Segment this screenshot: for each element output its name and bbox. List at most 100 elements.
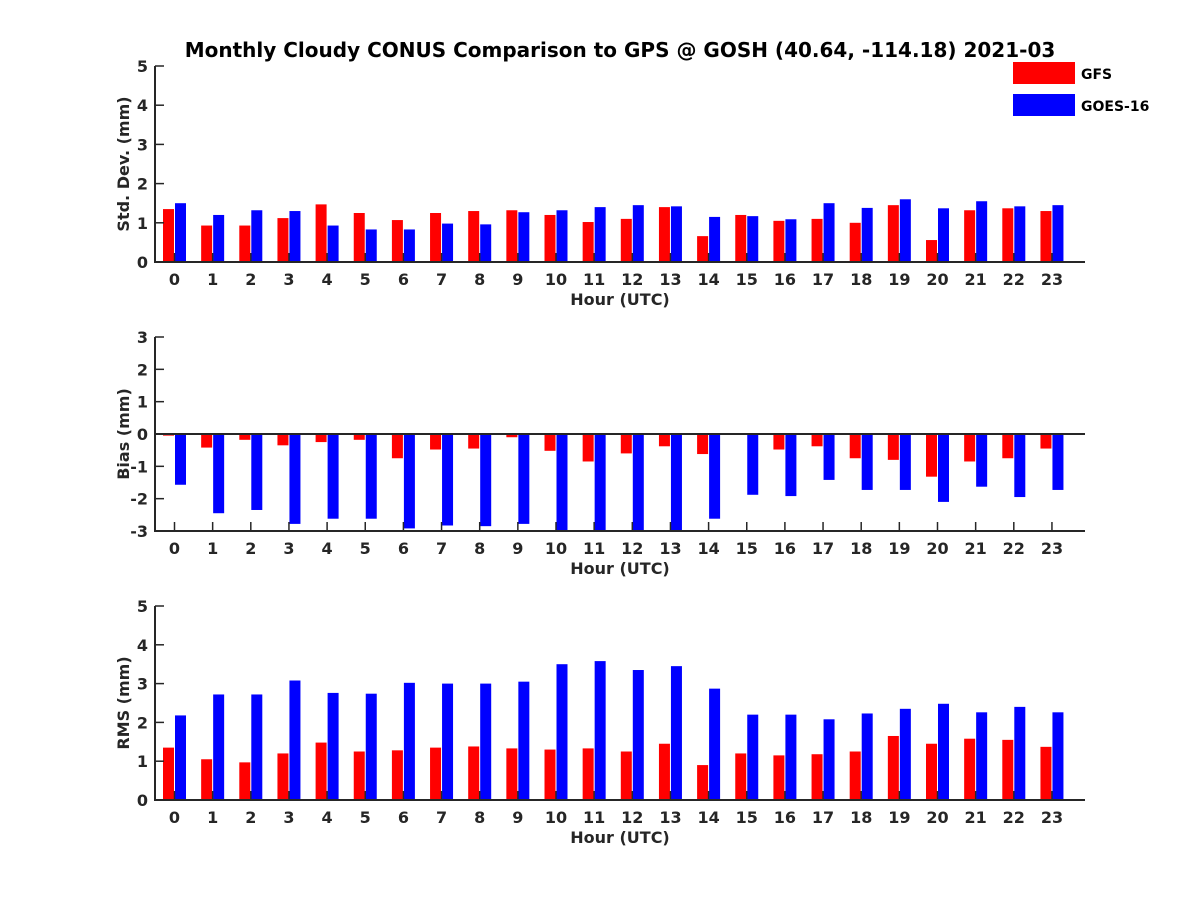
bias-y-tick-label: 3: [137, 328, 148, 347]
std-dev-bar-goes16-hour-9: [518, 212, 530, 262]
std-dev-x-tick-label: 4: [322, 270, 333, 289]
bias-bar-gfs-hour-19: [887, 434, 899, 460]
std-dev-y-tick-label: 3: [137, 135, 148, 154]
std-dev-x-tick-label: 21: [965, 270, 987, 289]
rms-x-tick-label: 7: [436, 808, 447, 827]
std-dev-bar-gfs-hour-21: [964, 210, 976, 262]
rms-x-tick-label: 9: [512, 808, 523, 827]
bias-y-tick-label: -2: [130, 490, 148, 509]
std-dev-bar-goes16-hour-19: [899, 199, 911, 262]
bias-x-tick-label: 8: [474, 539, 485, 558]
legend: GFS GOES-16: [1013, 62, 1149, 116]
bias-bar-goes16-hour-8: [480, 434, 492, 527]
std-dev-bar-goes16-hour-23: [1052, 205, 1064, 262]
std-dev-bar-goes16-hour-6: [403, 229, 415, 262]
bias-bar-gfs-hour-7: [430, 434, 442, 450]
std-dev-bar-gfs-hour-18: [849, 222, 861, 262]
bias-y-tick-label: 0: [137, 425, 148, 444]
std-dev-bar-gfs-hour-10: [544, 214, 556, 262]
bias-x-tick-label: 23: [1041, 539, 1063, 558]
rms-y-tick-label: 3: [137, 675, 148, 694]
std-dev-bar-goes16-hour-8: [480, 224, 492, 262]
std-dev-y-tick-label: 1: [137, 214, 148, 233]
rms-bar-goes16-hour-1: [213, 694, 225, 800]
bias-bar-gfs-hour-10: [544, 434, 556, 451]
std-dev-bar-gfs-hour-16: [773, 220, 785, 262]
rms-bar-goes16-hour-18: [861, 713, 873, 800]
rms-bar-gfs-hour-11: [582, 748, 594, 800]
rms-bar-gfs-hour-2: [239, 762, 251, 800]
rms-bar-gfs-hour-13: [658, 743, 670, 800]
rms-bar-gfs-hour-10: [544, 749, 556, 800]
bias-bar-goes16-hour-19: [899, 434, 911, 490]
bias-bar-goes16-hour-0: [175, 434, 186, 485]
std-dev-bar-goes16-hour-14: [709, 216, 721, 262]
std-dev-x-tick-label: 16: [774, 270, 796, 289]
std-dev-x-tick-label: 11: [583, 270, 605, 289]
bias-x-tick-label: 15: [736, 539, 758, 558]
bias-bar-goes16-hour-9: [518, 434, 530, 524]
bias-bar-gfs-hour-14: [697, 434, 709, 455]
std-dev-y-tick-label: 2: [137, 175, 148, 194]
rms-x-tick-label: 18: [850, 808, 872, 827]
std-dev-bar-goes16-hour-16: [785, 219, 797, 262]
bias-bar-gfs-hour-11: [582, 434, 594, 462]
bias-x-tick-label: 18: [850, 539, 872, 558]
rms-bar-gfs-hour-19: [887, 735, 899, 800]
std-dev-bar-goes16-hour-4: [327, 225, 339, 262]
bias-bar-gfs-hour-20: [926, 434, 937, 477]
rms-bar-goes16-hour-10: [556, 664, 568, 800]
rms-y-axis-label: RMS (mm): [114, 656, 133, 749]
rms-bar-goes16-hour-13: [670, 666, 682, 800]
std-dev-bar-goes16-hour-3: [289, 211, 301, 262]
std-dev-bar-gfs-hour-0: [163, 209, 174, 262]
std-dev-x-tick-label: 5: [360, 270, 371, 289]
bias-bar-goes16-hour-7: [442, 434, 454, 526]
std-dev-x-tick-label: 9: [512, 270, 523, 289]
std-dev-bar-goes16-hour-20: [938, 208, 949, 262]
rms-x-tick-label: 17: [812, 808, 834, 827]
bias-bar-gfs-hour-22: [1002, 434, 1014, 459]
std-dev-x-tick-label: 8: [474, 270, 485, 289]
rms-x-tick-label: 22: [1003, 808, 1025, 827]
rms-bar-gfs-hour-0: [163, 747, 174, 800]
rms-x-tick-label: 13: [659, 808, 681, 827]
std-dev-bar-goes16-hour-17: [823, 203, 835, 262]
bias-x-tick-label: 19: [888, 539, 910, 558]
bias-bar-goes16-hour-11: [594, 434, 606, 531]
std-dev-x-tick-label: 20: [926, 270, 948, 289]
rms-bar-gfs-hour-17: [811, 754, 823, 800]
rms-x-tick-label: 12: [621, 808, 643, 827]
bias-bar-gfs-hour-23: [1040, 434, 1052, 449]
bias-x-tick-label: 16: [774, 539, 796, 558]
bias-x-tick-label: 6: [398, 539, 409, 558]
rms-x-tick-label: 5: [360, 808, 371, 827]
rms-x-tick-label: 16: [774, 808, 796, 827]
bias-bar-gfs-hour-16: [773, 434, 785, 450]
bias-x-tick-label: 0: [169, 539, 180, 558]
rms-bar-goes16-hour-21: [976, 712, 988, 800]
bias-x-tick-label: 11: [583, 539, 605, 558]
std-dev-bar-gfs-hour-11: [582, 222, 594, 262]
rms-x-tick-label: 0: [169, 808, 180, 827]
rms-x-axis-label: Hour (UTC): [570, 828, 670, 847]
legend-swatch-gfs: [1013, 62, 1075, 84]
std-dev-y-axis-label: Std. Dev. (mm): [114, 96, 133, 231]
std-dev-x-tick-label: 19: [888, 270, 910, 289]
bias-bar-goes16-hour-1: [213, 434, 225, 514]
bias-bar-goes16-hour-18: [861, 434, 873, 490]
rms-bar-gfs-hour-3: [277, 753, 289, 800]
bias-bar-goes16-hour-22: [1014, 434, 1026, 498]
std-dev-bar-goes16-hour-13: [670, 206, 682, 262]
bias-bar-gfs-hour-8: [468, 434, 480, 449]
std-dev-bar-goes16-hour-5: [365, 229, 377, 262]
rms-bar-goes16-hour-9: [518, 681, 530, 800]
bias-x-tick-label: 14: [697, 539, 719, 558]
std-dev-bar-gfs-hour-19: [887, 205, 899, 262]
bias-bar-goes16-hour-21: [976, 434, 988, 487]
std-dev-x-tick-label: 12: [621, 270, 643, 289]
rms-x-tick-label: 3: [283, 808, 294, 827]
bias-bar-goes16-hour-10: [556, 434, 568, 531]
std-dev-bar-gfs-hour-9: [506, 210, 518, 262]
